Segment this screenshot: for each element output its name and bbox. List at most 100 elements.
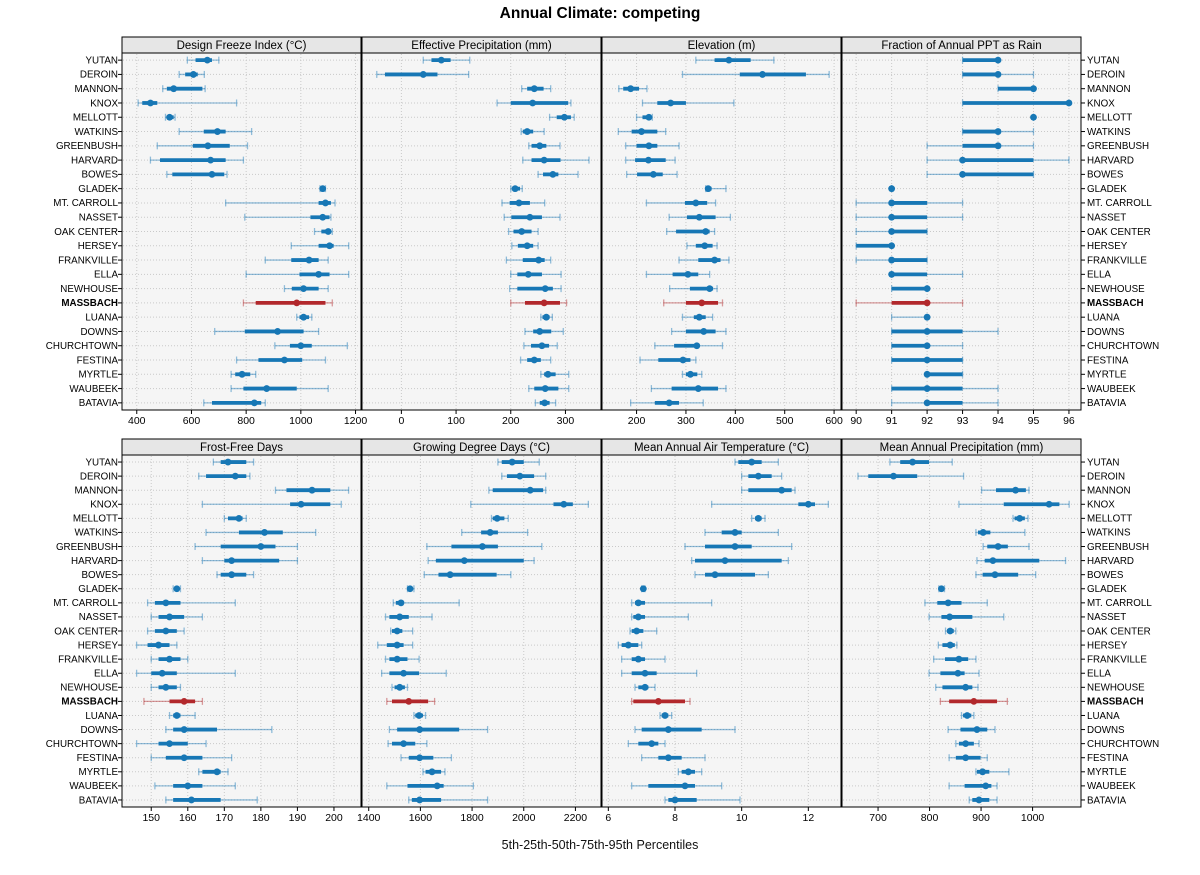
percentile-row-hersey — [377, 641, 414, 649]
site-label-right: ELLA — [1087, 270, 1111, 281]
median-dot — [681, 782, 689, 790]
x-tick-label: 94 — [992, 415, 1004, 427]
percentile-row-festina — [890, 356, 964, 364]
panel-design-freeze-index-c: Design Freeze Index (°C) 400 600 800 1000 120… — [118, 36, 367, 427]
site-label-right: MT. CARROLL — [1087, 198, 1152, 209]
median-dot — [173, 585, 181, 593]
median-dot — [300, 285, 307, 293]
median-dot — [700, 328, 708, 335]
median-dot — [526, 213, 534, 221]
site-label-left: MANNON — [74, 486, 118, 497]
median-dot — [648, 740, 656, 748]
median-dot — [970, 698, 978, 705]
median-dot — [518, 228, 526, 235]
percentile-row-yutan — [734, 458, 779, 466]
panel-header — [601, 438, 842, 456]
percentile-row-bowes — [166, 170, 228, 178]
site-label-right: DOWNS — [1087, 327, 1125, 338]
site-label-left: BOWES — [82, 170, 119, 181]
percentile-row-nasset — [244, 213, 332, 221]
median-dot — [147, 99, 154, 107]
percentile-row-yutan — [422, 56, 471, 64]
site-label-left: WATKINS — [74, 127, 118, 138]
site-label-left: NASSET — [79, 612, 118, 623]
median-dot — [162, 627, 170, 635]
percentile-row-festina — [150, 754, 233, 762]
site-label-left: KNOX — [90, 500, 118, 511]
median-dot — [944, 599, 952, 607]
site-label-left: MANNON — [74, 84, 118, 95]
percentile-row-deroin — [741, 472, 783, 480]
percentile-row-mellott — [223, 514, 247, 522]
percentile-row-greenbush — [982, 543, 1030, 551]
percentile-row-mannon — [521, 85, 552, 93]
median-dot — [542, 313, 550, 321]
percentile-row-batavia — [968, 796, 998, 804]
site-label-right: KNOX — [1087, 500, 1115, 511]
median-dot — [1045, 500, 1053, 508]
percentile-row-oak-center — [944, 627, 957, 635]
site-label-right: FRANKVILLE — [1087, 255, 1147, 266]
percentile-row-downs — [165, 726, 273, 734]
percentile-row-ella — [510, 270, 562, 278]
median-dot — [634, 599, 642, 607]
site-label-right: FESTINA — [1087, 753, 1129, 764]
median-dot — [541, 285, 549, 293]
median-dot — [627, 85, 635, 93]
percentile-row-harvard — [691, 557, 789, 565]
median-dot — [433, 782, 441, 790]
site-label-right: WAUBEEK — [1087, 384, 1136, 395]
median-dot — [250, 399, 258, 407]
x-tick-label: 100 — [447, 415, 465, 427]
median-dot — [540, 299, 548, 307]
median-dot — [923, 385, 931, 392]
percentile-row-ella — [888, 270, 964, 278]
median-dot — [962, 740, 970, 748]
x-tick-label: 700 — [869, 812, 887, 824]
x-tick-label: 300 — [677, 415, 695, 427]
percentile-row-massbach — [631, 697, 691, 705]
percentile-row-massbach — [143, 697, 204, 705]
site-label-right: NASSET — [1087, 213, 1126, 224]
percentile-row-newhouse — [669, 285, 718, 293]
percentile-row-harvard — [427, 557, 535, 565]
site-label-right: BOWES — [1087, 570, 1124, 581]
panel-growing-degree-days-c: Growing Degree Days (°C) 1400 1600 1800 2000… — [357, 438, 602, 824]
percentile-row-batavia — [629, 399, 704, 407]
median-dot — [946, 641, 954, 649]
site-label-left: DOWNS — [80, 327, 118, 338]
x-tick-label: 600 — [183, 415, 201, 427]
median-dot — [208, 170, 216, 178]
percentile-row-gladek — [888, 185, 896, 193]
median-dot — [305, 256, 313, 264]
percentile-row-newhouse — [283, 285, 329, 293]
percentile-row-massbach — [510, 299, 568, 307]
site-label-right: MT. CARROLL — [1087, 598, 1152, 609]
median-dot — [326, 242, 333, 250]
x-tick-label: 10 — [736, 812, 748, 824]
percentile-row-downs — [890, 327, 999, 335]
median-dot — [297, 342, 305, 350]
median-dot — [535, 256, 543, 264]
percentile-row-watkins — [704, 528, 779, 536]
percentile-row-frankville — [855, 256, 928, 264]
percentile-row-knox — [201, 500, 342, 508]
percentile-row-luana — [168, 711, 196, 719]
percentile-row-mt-carroll — [224, 199, 336, 207]
median-dot — [645, 156, 652, 164]
panel-mean-annual-precipitation-mm: Mean Annual Precipitation (mm) 700 800 900 1… — [841, 438, 1085, 824]
median-dot — [888, 199, 896, 207]
site-label-left: MELLOTT — [73, 113, 118, 124]
median-dot — [540, 156, 548, 164]
site-label-left: YUTAN — [86, 457, 118, 468]
median-dot — [479, 543, 486, 550]
site-label-right: NEWHOUSE — [1087, 284, 1145, 295]
median-dot — [560, 500, 568, 508]
median-dot — [661, 712, 669, 719]
percentile-row-mellott — [751, 514, 766, 522]
percentile-row-churchtown — [135, 740, 207, 748]
site-label-right: BATAVIA — [1087, 398, 1127, 409]
x-tick-label: 190 — [289, 812, 307, 824]
percentile-row-festina — [519, 356, 552, 364]
site-label-right: NEWHOUSE — [1087, 683, 1145, 694]
